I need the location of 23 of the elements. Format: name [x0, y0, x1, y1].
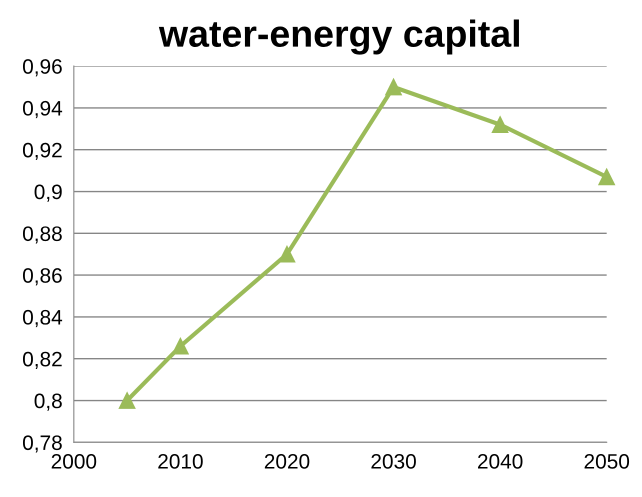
y-tick-label: 0,78: [22, 435, 62, 453]
point: [172, 338, 189, 355]
y-tick-label: 0,94: [22, 100, 62, 118]
point: [385, 78, 402, 96]
y-tick-label: 0,88: [22, 226, 62, 244]
point: [118, 392, 136, 409]
y-tick-label: 0,86: [22, 268, 62, 286]
point: [278, 246, 296, 263]
chart-title: water-energy capital: [158, 19, 519, 55]
y-tick-label: 0,84: [22, 310, 62, 328]
x-tick-label: 2010: [158, 454, 203, 469]
y-tick-label: 0,82: [22, 352, 62, 369]
x-tick-label: 2040: [478, 454, 522, 469]
y-tick-label: 0,92: [22, 142, 62, 160]
x-tick-label: 2000: [52, 454, 96, 469]
point: [598, 168, 616, 186]
y-tick-label: 0,9: [34, 184, 62, 202]
y-tick-label: 0,96: [22, 59, 62, 76]
point: [492, 116, 508, 133]
x-tick-label: 2020: [264, 454, 310, 469]
y-tick-label: 0,8: [34, 394, 62, 411]
x-tick-label: 2050: [584, 454, 630, 469]
x-tick-label: 2030: [371, 454, 416, 469]
